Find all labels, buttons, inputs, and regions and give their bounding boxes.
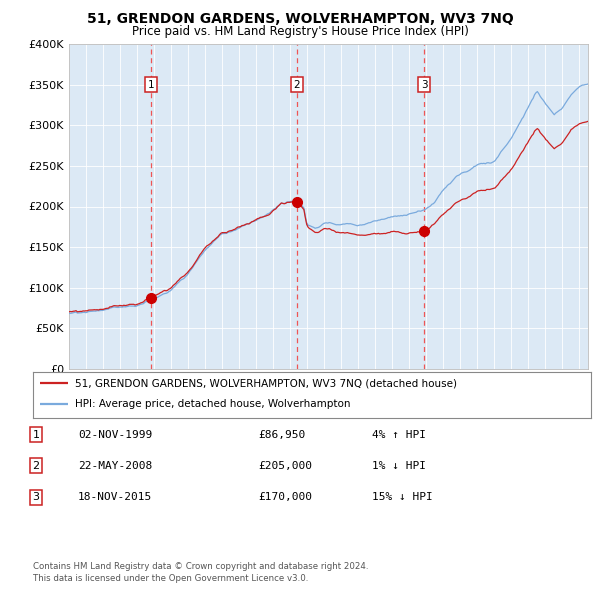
Text: 4% ↑ HPI: 4% ↑ HPI xyxy=(372,430,426,440)
Text: HPI: Average price, detached house, Wolverhampton: HPI: Average price, detached house, Wolv… xyxy=(75,399,350,409)
Text: 2: 2 xyxy=(32,461,40,471)
Text: 18-NOV-2015: 18-NOV-2015 xyxy=(78,492,152,502)
Text: 2: 2 xyxy=(293,80,300,90)
Text: 02-NOV-1999: 02-NOV-1999 xyxy=(78,430,152,440)
Text: 51, GRENDON GARDENS, WOLVERHAMPTON, WV3 7NQ: 51, GRENDON GARDENS, WOLVERHAMPTON, WV3 … xyxy=(86,12,514,26)
Text: 1: 1 xyxy=(32,430,40,440)
Text: 1: 1 xyxy=(148,80,155,90)
Text: £205,000: £205,000 xyxy=(258,461,312,471)
Text: 3: 3 xyxy=(32,492,40,502)
Text: £86,950: £86,950 xyxy=(258,430,305,440)
Text: 51, GRENDON GARDENS, WOLVERHAMPTON, WV3 7NQ (detached house): 51, GRENDON GARDENS, WOLVERHAMPTON, WV3 … xyxy=(75,378,457,388)
Text: Price paid vs. HM Land Registry's House Price Index (HPI): Price paid vs. HM Land Registry's House … xyxy=(131,25,469,38)
Text: 1% ↓ HPI: 1% ↓ HPI xyxy=(372,461,426,471)
Text: 3: 3 xyxy=(421,80,428,90)
Text: £170,000: £170,000 xyxy=(258,492,312,502)
Text: Contains HM Land Registry data © Crown copyright and database right 2024.
This d: Contains HM Land Registry data © Crown c… xyxy=(33,562,368,583)
Text: 15% ↓ HPI: 15% ↓ HPI xyxy=(372,492,433,502)
Text: 22-MAY-2008: 22-MAY-2008 xyxy=(78,461,152,471)
